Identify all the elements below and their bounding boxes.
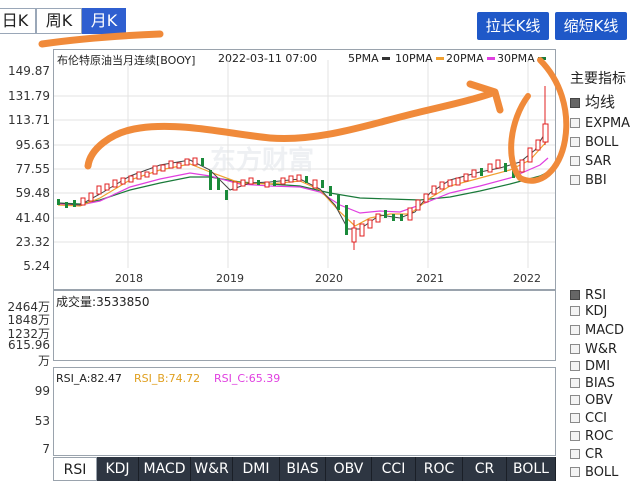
period-tab-week[interactable]: 周K <box>36 8 82 34</box>
tab-rsi[interactable]: RSI <box>53 457 97 481</box>
volume-label: 成交量:3533850 <box>56 295 150 309</box>
stretch-kline-button[interactable]: 拉长K线 <box>477 12 549 40</box>
tab-obv[interactable]: OBV <box>326 457 372 481</box>
price-tick: 95.63 <box>15 138 50 152</box>
tab-macd[interactable]: MACD <box>139 457 191 481</box>
chart-datetime: 2022-03-11 07:00 <box>218 52 318 65</box>
tab-cr[interactable]: CR <box>463 457 507 481</box>
tab-roc[interactable]: ROC <box>416 457 463 481</box>
ma-legend-5: 5PMA <box>348 52 390 65</box>
checkbox-icon <box>570 449 580 459</box>
sub-indicator-dmi[interactable]: DMI <box>570 357 610 377</box>
candles <box>57 86 549 250</box>
main-indicators-title: 主要指标 <box>570 71 626 87</box>
sub-indicator-wr[interactable]: W&R <box>570 340 617 360</box>
tab-wr[interactable]: W&R <box>191 457 233 481</box>
checkbox-icon <box>570 137 580 147</box>
sub-indicator-cr[interactable]: CR <box>570 445 603 465</box>
checkbox-icon <box>570 413 580 423</box>
volume-tick: 1232万 <box>7 327 50 341</box>
rsi-chart-panel[interactable] <box>53 367 556 456</box>
price-tick: 131.79 <box>8 89 50 103</box>
rsi-a-legend: RSI_A:82.47 <box>56 372 122 385</box>
year-tick: 2020 <box>315 272 343 285</box>
checkbox-icon <box>570 98 580 108</box>
rsi-tick: 99 <box>34 384 50 398</box>
year-tick: 2019 <box>216 272 244 285</box>
indicator-expma[interactable]: EXPMA <box>570 114 630 134</box>
checkbox-icon <box>570 431 580 441</box>
checkbox-icon <box>570 378 580 388</box>
sub-indicator-obv[interactable]: OBV <box>570 391 613 411</box>
checkbox-icon <box>570 325 580 335</box>
sub-indicator-roc[interactable]: ROC <box>570 427 613 447</box>
ma-legend-10: 10PMA <box>395 52 444 65</box>
year-tick: 2021 <box>416 272 444 285</box>
sub-indicator-cci[interactable]: CCI <box>570 409 607 429</box>
tab-bias[interactable]: BIAS <box>280 457 326 481</box>
rsi-tick: 53 <box>34 414 50 428</box>
checkbox-icon <box>570 344 580 354</box>
ma10-line <box>57 139 549 227</box>
indicator-boll[interactable]: BOLL <box>570 133 618 153</box>
sub-indicator-boll[interactable]: BOLL <box>570 463 618 483</box>
checkbox-icon <box>570 306 580 316</box>
volume-tick: 2464万 <box>7 300 50 314</box>
volume-tick: 615.96万 <box>8 338 50 368</box>
sub-indicator-macd[interactable]: MACD <box>570 321 624 341</box>
rsi-tick: 7 <box>42 442 50 456</box>
ma20-line <box>57 157 549 214</box>
indicator-ma[interactable]: 均线 <box>570 92 615 112</box>
rsi-b-legend: RSI_B:74.72 <box>134 372 201 385</box>
sub-indicator-bias[interactable]: BIAS <box>570 374 615 394</box>
checkbox-icon <box>570 118 580 128</box>
price-tick: 149.87 <box>8 64 50 78</box>
tab-dmi[interactable]: DMI <box>233 457 280 481</box>
checkbox-icon <box>570 156 580 166</box>
shrink-kline-button[interactable]: 缩短K线 <box>555 12 627 40</box>
year-tick: 2018 <box>115 272 143 285</box>
checkbox-icon <box>570 467 580 477</box>
tab-boll[interactable]: BOLL <box>507 457 556 481</box>
price-tick: 113.71 <box>8 113 50 127</box>
ma30-line <box>57 171 549 205</box>
volume-chart-panel[interactable] <box>53 290 556 361</box>
checkbox-icon <box>570 361 580 371</box>
checkbox-icon <box>570 395 580 405</box>
tab-cci[interactable]: CCI <box>372 457 416 481</box>
volume-tick: 1848万 <box>7 313 50 327</box>
price-tick: 23.32 <box>15 235 50 249</box>
period-tab-month[interactable]: 月K <box>82 8 126 34</box>
rsi-c-legend: RSI_C:65.39 <box>214 372 281 385</box>
price-tick: 59.48 <box>15 186 50 200</box>
main-grid <box>54 60 555 268</box>
year-tick: 2022 <box>513 272 541 285</box>
period-tab-day[interactable]: 日K <box>0 8 36 34</box>
price-tick: 41.40 <box>15 211 50 225</box>
tab-kdj[interactable]: KDJ <box>97 457 139 481</box>
instrument-title: 布伦特原油当月连续[BOOY] <box>57 54 196 67</box>
price-tick: 77.55 <box>15 162 50 176</box>
checkbox-icon <box>570 290 580 300</box>
indicator-bbi[interactable]: BBI <box>570 171 607 191</box>
sub-indicator-kdj[interactable]: KDJ <box>570 302 607 322</box>
checkbox-icon <box>570 175 580 185</box>
price-tick: 5.24 <box>23 259 50 273</box>
indicator-sar[interactable]: SAR <box>570 152 611 172</box>
sub-indicator-rsi[interactable]: RSI <box>570 286 606 306</box>
ma-legend-20: 20PMA <box>446 52 495 65</box>
